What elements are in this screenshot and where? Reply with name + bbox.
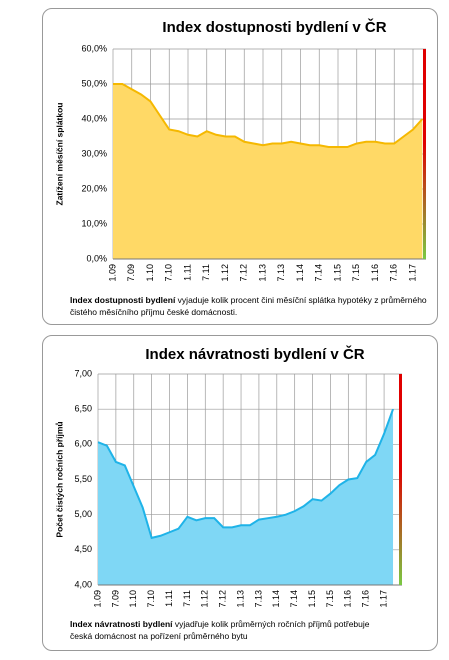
signal-bar xyxy=(423,49,426,259)
x-tick-label: 1.11 xyxy=(182,264,192,281)
x-tick-label: 1.13 xyxy=(257,264,267,282)
x-tick-label: 7.12 xyxy=(218,590,228,608)
x-tick-label: 1.12 xyxy=(200,590,210,608)
y-tick-label: 4,50 xyxy=(74,544,92,554)
panel xyxy=(42,8,438,325)
x-tick-label: 1.11 xyxy=(164,590,174,607)
x-tick-label: 7.12 xyxy=(239,264,249,282)
area-fill xyxy=(98,409,394,585)
note-bold: Index dostupnosti bydlení xyxy=(70,295,176,305)
x-tick-label: 1.17 xyxy=(407,264,417,282)
x-tick-label: 7.16 xyxy=(389,264,399,282)
y-tick-label: 0,0% xyxy=(86,253,107,263)
area-fill xyxy=(113,84,423,259)
x-tick-label: 7.10 xyxy=(146,590,156,608)
line xyxy=(97,408,394,540)
y-tick-label: 7,00 xyxy=(74,368,92,378)
y-tick-label: 6,00 xyxy=(74,439,92,449)
note-text: vyjadřuje kolik průměrných ročních příjm… xyxy=(70,619,370,641)
x-tick-label: 1.09 xyxy=(92,590,102,608)
x-tick-label: 7.14 xyxy=(314,264,324,282)
x-tick-label: 7.09 xyxy=(126,264,136,282)
y-tick-label: 5,00 xyxy=(74,509,92,519)
y-tick-label: 40,0% xyxy=(81,113,107,123)
x-tick-label: 1.14 xyxy=(271,590,281,608)
note: Index dostupnosti bydlení vyjaduje kolik… xyxy=(70,294,430,318)
x-tick-label: 7.10 xyxy=(164,264,174,282)
x-tick-label: 1.15 xyxy=(332,264,342,282)
x-tick-label: 7.11 xyxy=(182,590,192,607)
x-tick-label: 7.13 xyxy=(253,590,263,608)
x-tick-label: 1.12 xyxy=(220,264,230,282)
chart-title: Index návratnosti bydlení v ČR xyxy=(145,345,364,363)
chart-title: Index dostupnosti bydlení v ČR xyxy=(162,18,386,36)
y-tick-label: 6,50 xyxy=(74,404,92,414)
x-tick-label: 1.14 xyxy=(295,264,305,282)
x-tick-label: 1.15 xyxy=(307,590,317,608)
x-tick-label: 7.16 xyxy=(361,590,371,608)
x-tick-label: 1.09 xyxy=(107,264,117,282)
panel xyxy=(42,335,438,651)
x-tick-label: 7.13 xyxy=(276,264,286,282)
y-tick-label: 30,0% xyxy=(81,148,107,158)
x-tick-label: 1.10 xyxy=(128,590,138,608)
y-tick-label: 4,00 xyxy=(74,579,92,589)
y-tick-label: 50,0% xyxy=(81,78,107,88)
x-tick-label: 7.15 xyxy=(325,590,335,608)
x-tick-label: 1.10 xyxy=(145,264,155,282)
x-tick-label: 7.14 xyxy=(289,590,299,608)
y-tick-label: 5,50 xyxy=(74,474,92,484)
y-tick-label: 10,0% xyxy=(81,218,107,228)
note-bold: Index návratnosti bydlení xyxy=(70,619,173,629)
x-tick-label: 1.17 xyxy=(378,590,388,608)
x-tick-label: 7.15 xyxy=(351,264,361,282)
x-tick-label: 1.16 xyxy=(370,264,380,282)
y-axis-label: Zatížení měsíční splátkou xyxy=(54,103,64,206)
note-text: vyjaduje kolik procent čini měsíční splá… xyxy=(70,295,427,317)
y-axis-label: Počet čistých ročních příjmů xyxy=(54,421,64,537)
y-tick-label: 60,0% xyxy=(81,43,107,53)
x-tick-label: 1.13 xyxy=(235,590,245,608)
x-tick-label: 7.11 xyxy=(201,264,211,281)
x-tick-label: 1.16 xyxy=(343,590,353,608)
signal-bar xyxy=(399,374,402,585)
y-tick-label: 20,0% xyxy=(81,183,107,193)
note: Index návratnosti bydlení vyjadřuje koli… xyxy=(70,618,370,642)
line xyxy=(113,83,424,148)
x-tick-label: 7.09 xyxy=(110,590,120,608)
